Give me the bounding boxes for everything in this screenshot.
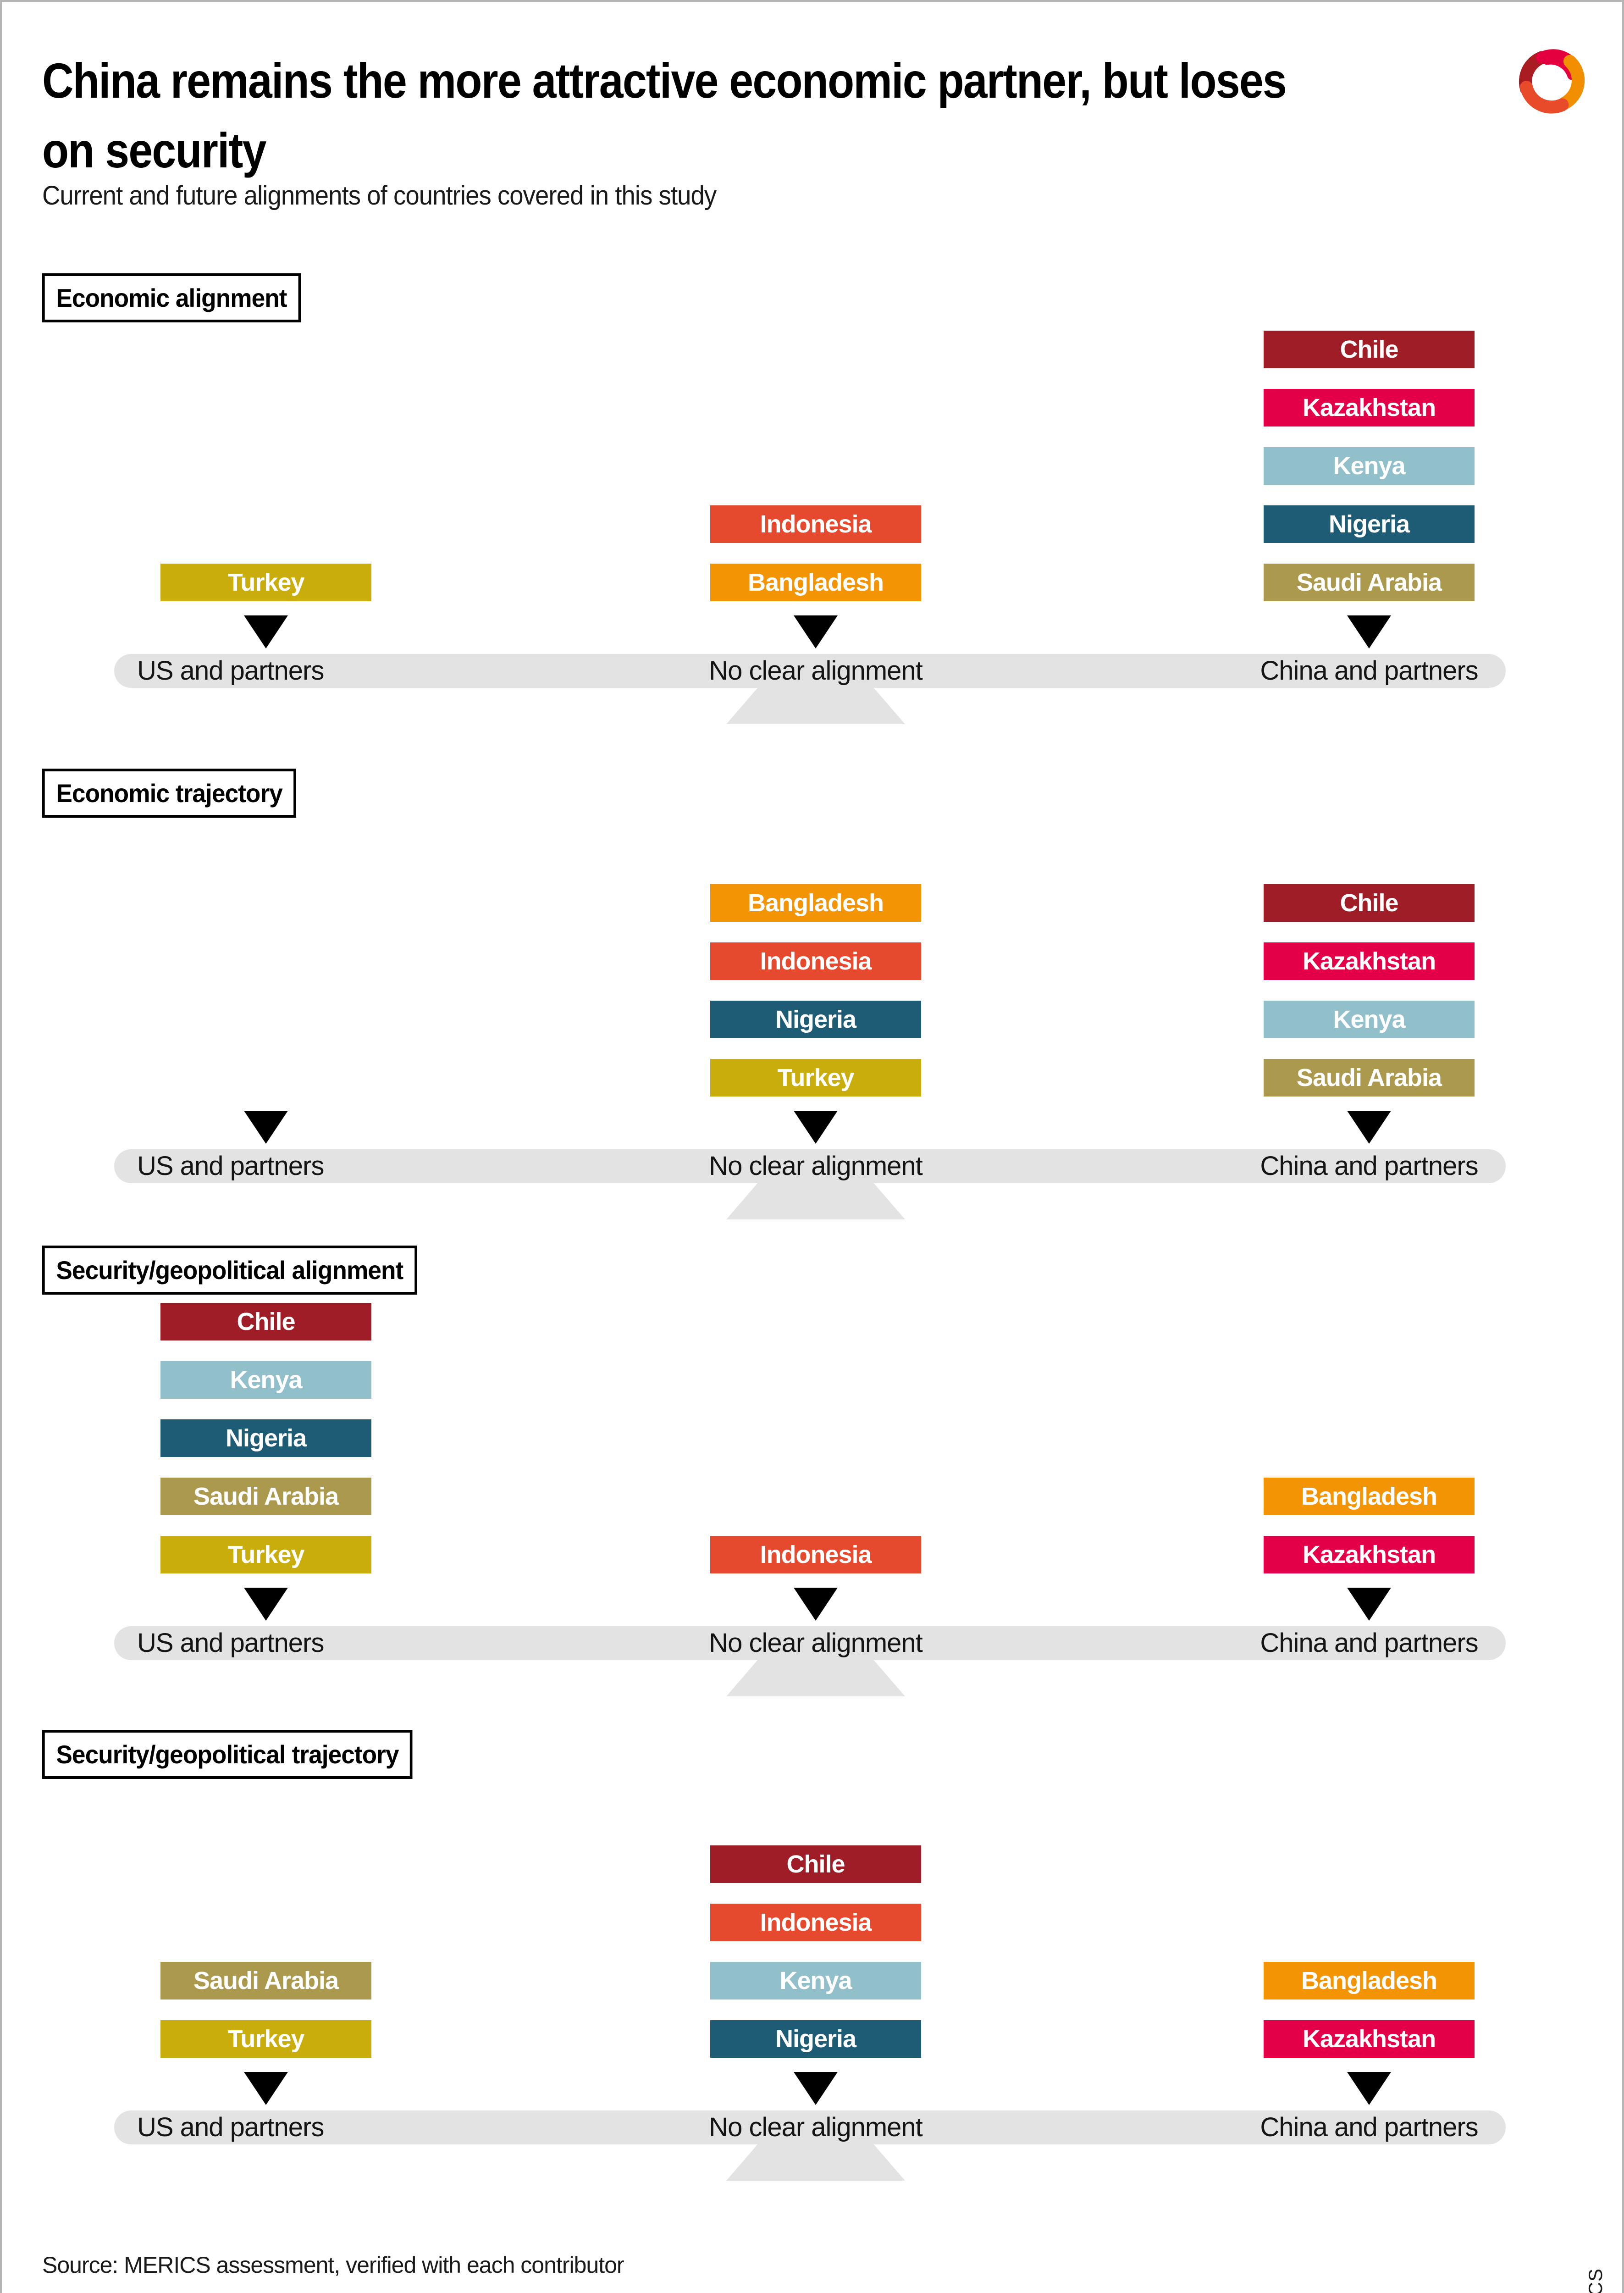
down-arrow-icon: [1347, 1588, 1391, 1621]
down-arrow-icon: [794, 615, 838, 648]
scale-pedestal-shape: [726, 1660, 905, 1696]
down-arrow-icon: [1347, 2072, 1391, 2105]
country-bar-kazakhstan: Kazakhstan: [1264, 1536, 1475, 1573]
country-bar-bangladesh: Bangladesh: [710, 564, 921, 601]
down-arrow-icon: [244, 1588, 288, 1621]
source-note: Source: MERICS assessment, verified with…: [42, 2252, 624, 2278]
page-subtitle: Current and future alignments of countri…: [42, 181, 717, 210]
section-header-box: Economic trajectory: [42, 769, 297, 818]
axis-label-us-partners: US and partners: [137, 656, 324, 686]
axis-label-china-partners: China and partners: [1260, 1628, 1478, 1658]
country-bar-kazakhstan: Kazakhstan: [1264, 942, 1475, 980]
country-bar-turkey: Turkey: [160, 1536, 371, 1573]
axis-label-china-partners: China and partners: [1260, 2112, 1478, 2142]
country-bar-bangladesh: Bangladesh: [1264, 1478, 1475, 1515]
country-bar-saudi-arabia: Saudi Arabia: [160, 1478, 371, 1515]
page-title-line2: on security: [42, 122, 266, 178]
country-bar-indonesia: Indonesia: [710, 1536, 921, 1573]
country-bar-kenya: Kenya: [710, 1962, 921, 1999]
merics-logo-icon: [1514, 43, 1590, 119]
section-header-box: Security/geopolitical trajectory: [42, 1730, 413, 1779]
axis-label-us-partners: US and partners: [137, 1628, 324, 1658]
down-arrow-icon: [794, 1588, 838, 1621]
down-arrow-icon: [244, 1111, 288, 1144]
country-bar-turkey: Turkey: [710, 1059, 921, 1097]
down-arrow-icon: [244, 615, 288, 648]
country-bar-chile: Chile: [1264, 331, 1475, 368]
country-bar-saudi-arabia: Saudi Arabia: [160, 1962, 371, 1999]
copyright-note: © MERICS: [1585, 2268, 1607, 2293]
axis-label-no-clear-alignment: No clear alignment: [709, 1151, 923, 1181]
country-bar-indonesia: Indonesia: [710, 505, 921, 543]
alignment-axis-bar: US and partners No clear alignment China a…: [114, 2110, 1506, 2144]
scale-pedestal-shape: [726, 1183, 905, 1219]
axis-label-no-clear-alignment: No clear alignment: [709, 1628, 923, 1658]
country-bar-bangladesh: Bangladesh: [710, 884, 921, 922]
down-arrow-icon: [244, 2072, 288, 2105]
alignment-axis-bar: US and partners No clear alignment China a…: [114, 654, 1506, 688]
section-header-box: Security/geopolitical alignment: [42, 1246, 417, 1295]
alignment-axis-bar: US and partners No clear alignment China a…: [114, 1149, 1506, 1183]
page-title: China remains the more attractive econom…: [42, 46, 1287, 185]
down-arrow-icon: [794, 1111, 838, 1144]
country-bar-chile: Chile: [160, 1303, 371, 1340]
country-bar-indonesia: Indonesia: [710, 942, 921, 980]
country-bar-bangladesh: Bangladesh: [1264, 1962, 1475, 1999]
down-arrow-icon: [1347, 1111, 1391, 1144]
country-bar-chile: Chile: [710, 1845, 921, 1883]
axis-label-no-clear-alignment: No clear alignment: [709, 2112, 923, 2142]
country-bar-nigeria: Nigeria: [160, 1419, 371, 1457]
country-bar-indonesia: Indonesia: [710, 1904, 921, 1941]
country-bar-kenya: Kenya: [1264, 447, 1475, 485]
axis-label-us-partners: US and partners: [137, 2112, 324, 2142]
alignment-axis-bar: US and partners No clear alignment China a…: [114, 1626, 1506, 1660]
scale-pedestal-shape: [726, 688, 905, 724]
country-bar-nigeria: Nigeria: [1264, 505, 1475, 543]
country-bar-kenya: Kenya: [160, 1361, 371, 1399]
section-header-box: Economic alignment: [42, 273, 301, 322]
axis-label-no-clear-alignment: No clear alignment: [709, 656, 923, 686]
country-bar-chile: Chile: [1264, 884, 1475, 922]
axis-label-china-partners: China and partners: [1260, 656, 1478, 686]
country-bar-kazakhstan: Kazakhstan: [1264, 2020, 1475, 2058]
axis-label-us-partners: US and partners: [137, 1151, 324, 1181]
country-bar-kazakhstan: Kazakhstan: [1264, 389, 1475, 426]
down-arrow-icon: [794, 2072, 838, 2105]
country-bar-saudi-arabia: Saudi Arabia: [1264, 1059, 1475, 1097]
scale-pedestal-shape: [726, 2144, 905, 2181]
page-title-line1: China remains the more attractive econom…: [42, 53, 1287, 108]
down-arrow-icon: [1347, 615, 1391, 648]
country-bar-turkey: Turkey: [160, 2020, 371, 2058]
axis-label-china-partners: China and partners: [1260, 1151, 1478, 1181]
country-bar-kenya: Kenya: [1264, 1001, 1475, 1038]
country-bar-turkey: Turkey: [160, 564, 371, 601]
country-bar-saudi-arabia: Saudi Arabia: [1264, 564, 1475, 601]
country-bar-nigeria: Nigeria: [710, 2020, 921, 2058]
country-bar-nigeria: Nigeria: [710, 1001, 921, 1038]
